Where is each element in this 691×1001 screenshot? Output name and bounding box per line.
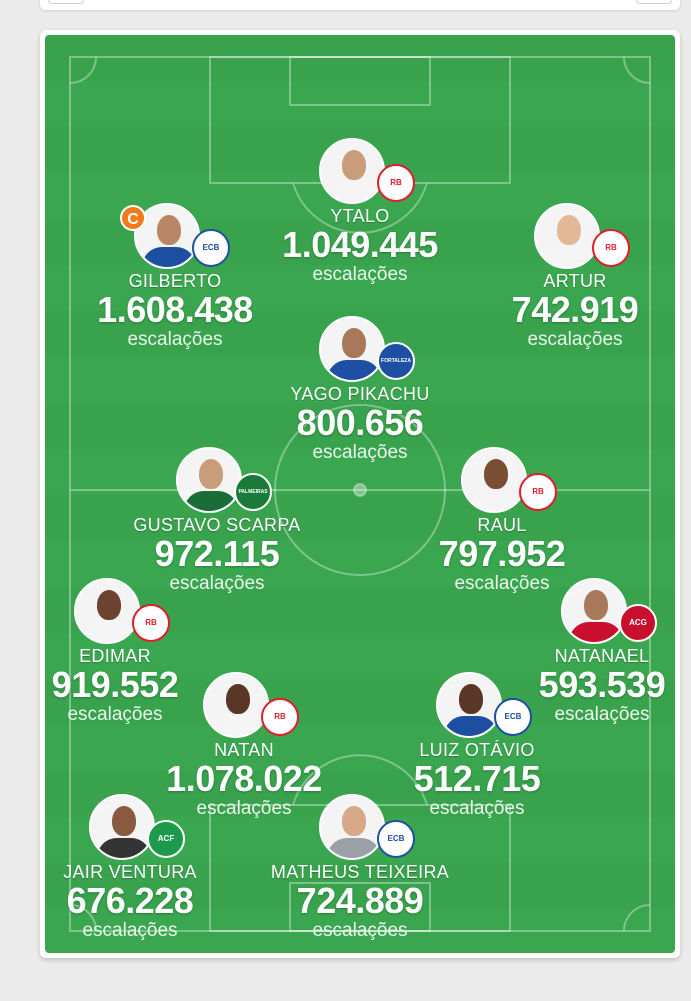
player-photo	[534, 203, 600, 269]
player-name: NATAN	[214, 740, 274, 760]
player-photo	[74, 578, 140, 644]
club-badge-icon: RB	[519, 473, 557, 511]
player-card[interactable]: RB YTALO 1.049.445 escalações	[260, 138, 460, 288]
selection-label: escalações	[429, 798, 525, 819]
club-badge-icon: RB	[592, 229, 630, 267]
club-badge-icon: PALMEIRAS	[234, 473, 272, 511]
player-card[interactable]: ECB LUIZ OTÁVIO 512.715 escalações	[377, 672, 577, 822]
selection-count: 919.552	[51, 664, 179, 705]
player-card[interactable]: RB EDIMAR 919.552 escalações	[45, 578, 215, 728]
club-badge-icon: RB	[261, 698, 299, 736]
player-name: NATANAEL	[554, 646, 650, 666]
player-photo	[461, 447, 527, 513]
club-badge-icon: ECB	[192, 229, 230, 267]
player-name: LUIZ OTÁVIO	[419, 740, 535, 760]
selection-label: escalações	[196, 798, 292, 819]
selection-label: escalações	[82, 920, 178, 941]
selection-label: escalações	[554, 704, 650, 725]
club-badge-icon: ACF	[147, 820, 185, 858]
selection-count: 1.608.438	[97, 289, 253, 330]
captain-badge: C	[120, 205, 146, 231]
player-photo	[436, 672, 502, 738]
player-photo	[176, 447, 242, 513]
selection-count: 1.078.022	[166, 758, 322, 799]
club-badge-icon: ECB	[494, 698, 532, 736]
selection-label: escalações	[312, 264, 408, 285]
player-card[interactable]: ACF JAIR VENTURA 676.228 escalações	[45, 794, 230, 944]
selection-label: escalações	[127, 329, 223, 350]
club-badge-icon: FORTALEZA	[377, 342, 415, 380]
player-photo	[89, 794, 155, 860]
player-photo	[319, 316, 385, 382]
player-photo	[319, 794, 385, 860]
selection-count: 797.952	[438, 533, 566, 574]
player-card[interactable]: FORTALEZA YAGO PIKACHU 800.656 escalações	[260, 316, 460, 466]
player-name: YTALO	[330, 206, 390, 226]
player-card[interactable]: PALMEIRAS GUSTAVO SCARPA 972.115 escalações	[117, 447, 317, 597]
player-name: RAUL	[477, 515, 527, 535]
selection-count: 593.539	[538, 664, 666, 705]
selection-count: 676.228	[66, 880, 194, 921]
player-card[interactable]: ACG NATANAEL 593.539 escalações	[502, 578, 675, 728]
club-badge-icon: RB	[132, 604, 170, 642]
selection-count: 972.115	[154, 533, 280, 574]
selection-label: escalações	[67, 704, 163, 725]
selection-count: 512.715	[413, 758, 541, 799]
club-badge-icon: ECB	[377, 820, 415, 858]
player-name: EDIMAR	[79, 646, 151, 666]
football-pitch: RB YTALO 1.049.445 escalações ECB C GILBERTO 1.…	[45, 35, 675, 953]
selection-label: escalações	[454, 573, 550, 594]
selection-label: escalações	[169, 573, 265, 594]
player-card[interactable]: ECB C GILBERTO 1.608.438 escalações	[75, 203, 275, 353]
player-card[interactable]: RB NATAN 1.078.022 escalações	[144, 672, 344, 822]
club-badge-icon: RB	[377, 164, 415, 202]
selection-label: escalações	[312, 920, 408, 941]
player-name: ARTUR	[543, 271, 607, 291]
previous-card-right-edge	[636, 0, 672, 4]
lineup-card: RB YTALO 1.049.445 escalações ECB C GILBERTO 1.…	[40, 30, 680, 958]
selection-label: escalações	[527, 329, 623, 350]
player-card[interactable]: RB RAUL 797.952 escalações	[402, 447, 602, 597]
selection-count: 742.919	[511, 289, 639, 330]
selection-count: 1.049.445	[282, 224, 438, 265]
previous-card-left-edge	[48, 0, 84, 4]
player-name: JAIR VENTURA	[63, 862, 197, 882]
previous-card	[40, 0, 680, 10]
player-card[interactable]: RB ARTUR 742.919 escalações	[475, 203, 675, 353]
player-photo	[561, 578, 627, 644]
club-badge-icon: ACG	[619, 604, 657, 642]
player-photo	[203, 672, 269, 738]
player-card[interactable]: ECB MATHEUS TEIXEIRA 724.889 escalações	[260, 794, 460, 944]
player-photo	[319, 138, 385, 204]
selection-label: escalações	[312, 442, 408, 463]
selection-count: 800.656	[296, 402, 424, 443]
player-name: YAGO PIKACHU	[290, 384, 430, 404]
player-name: GUSTAVO SCARPA	[133, 515, 301, 535]
player-name: GILBERTO	[128, 271, 222, 291]
selection-count: 724.889	[296, 880, 424, 921]
player-name: MATHEUS TEIXEIRA	[270, 862, 450, 882]
